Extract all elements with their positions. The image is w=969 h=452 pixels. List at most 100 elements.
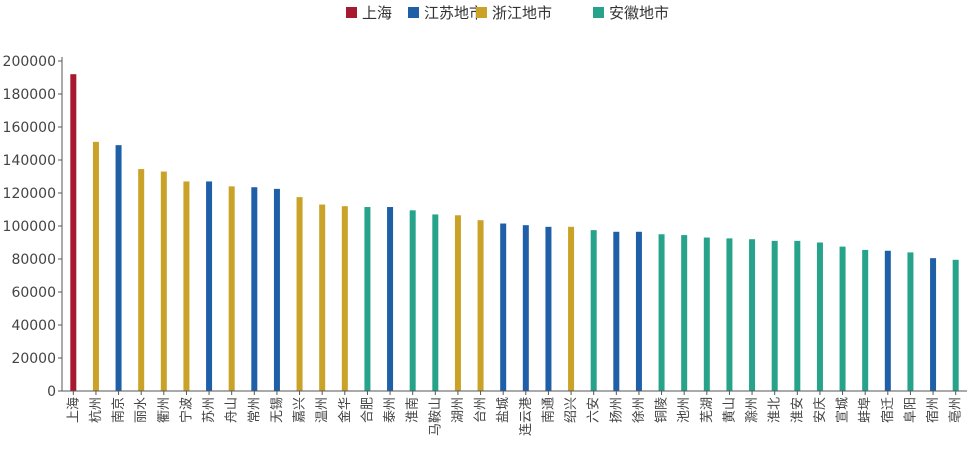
x-tick-label: 宁波 (178, 397, 194, 423)
bar[interactable] (206, 181, 213, 391)
legend-label: 浙江地市 (492, 4, 552, 22)
x-tick-label: 宣城 (835, 397, 851, 423)
bar[interactable] (341, 206, 348, 391)
x-tick-label: 阜阳 (902, 397, 918, 423)
y-axis: 0 20000 40000 60000 80000 100000 120000 140000 1… (3, 54, 63, 400)
x-tick-label: 宿迁 (880, 397, 896, 423)
bar[interactable] (952, 259, 959, 391)
x-tick-label: 舟山 (225, 397, 240, 423)
x-tick-label: 杭州 (89, 397, 104, 423)
x-tick-label: 马鞍山 (427, 397, 443, 436)
legend-item[interactable]: 浙江地市 (476, 4, 552, 22)
x-tick-label: 衢州 (157, 397, 172, 423)
bar[interactable] (228, 186, 235, 391)
bar[interactable] (749, 239, 756, 391)
bar[interactable] (477, 220, 484, 391)
bar[interactable] (545, 226, 552, 391)
x-tick-label: 盐城 (496, 397, 511, 423)
bar[interactable] (930, 258, 937, 391)
x-tick-label: 徐州 (632, 397, 647, 423)
bar[interactable] (454, 215, 461, 391)
y-tick-label: 20000 (11, 351, 56, 367)
bar[interactable] (409, 210, 416, 391)
bar[interactable] (635, 231, 642, 391)
x-tick-label: 扬州 (609, 397, 624, 423)
y-tick-label: 120000 (3, 186, 56, 202)
bar[interactable] (568, 226, 575, 391)
bars (70, 74, 959, 392)
bar[interactable] (613, 231, 620, 391)
bar[interactable] (862, 249, 869, 391)
x-tick-label: 安庆 (813, 397, 828, 423)
legend-swatch (593, 7, 604, 18)
legend-item[interactable]: 江苏地市 (408, 4, 484, 22)
x-tick-label: 亳州 (948, 397, 964, 423)
x-tick-label: 淮安 (790, 397, 805, 423)
x-tick-label: 嘉兴 (293, 397, 308, 423)
x-tick-label: 铜陵 (655, 397, 670, 423)
bar[interactable] (273, 188, 280, 391)
bar[interactable] (839, 246, 846, 391)
x-tick-label: 蚌埠 (858, 397, 873, 423)
x-tick-label: 南通 (540, 397, 556, 423)
bar[interactable] (794, 240, 801, 391)
bar[interactable] (658, 234, 665, 391)
bar[interactable] (319, 204, 326, 391)
y-tick-label: 160000 (3, 120, 56, 136)
x-tick-label: 温州 (315, 397, 330, 423)
x-tick-label: 淮南 (405, 397, 421, 423)
bar[interactable] (681, 235, 688, 391)
x-tick-label: 湖州 (451, 397, 466, 423)
bar[interactable] (500, 223, 507, 391)
y-tick-label: 180000 (3, 87, 56, 103)
x-tick-label: 南京 (111, 397, 127, 423)
bar[interactable] (364, 207, 371, 391)
x-tick-label: 绍兴 (564, 397, 579, 423)
x-tick-label: 金华 (337, 397, 353, 423)
legend-item[interactable]: 安徽地市 (593, 4, 669, 22)
bar[interactable] (160, 171, 167, 391)
legend: 上海 江苏地市 浙江地市 安徽地市 (346, 4, 669, 22)
x-tick-label: 丽水 (134, 397, 149, 423)
bar[interactable] (703, 237, 710, 391)
bar[interactable] (726, 238, 733, 391)
x-tick-label: 无锡 (270, 397, 285, 423)
bar[interactable] (251, 187, 258, 391)
x-tick-label: 连云港 (518, 397, 534, 436)
bar[interactable] (432, 214, 439, 391)
y-tick-label: 200000 (3, 54, 56, 70)
bar[interactable] (296, 197, 303, 391)
x-tick-label: 合肥 (360, 397, 375, 423)
x-tick-label: 上海 (66, 397, 81, 423)
bar[interactable] (884, 250, 891, 391)
x-tick-label: 黄山 (722, 397, 737, 423)
x-tick-label: 泰州 (383, 397, 398, 423)
x-tick-label: 滁州 (744, 397, 760, 423)
bar[interactable] (115, 145, 122, 391)
legend-swatch (346, 7, 357, 18)
y-tick-label: 100000 (3, 219, 56, 235)
legend-label: 安徽地市 (609, 4, 669, 22)
bar[interactable] (92, 141, 99, 391)
x-tick-label: 苏州 (201, 397, 217, 423)
x-tick-label: 池州 (677, 397, 692, 423)
legend-swatch (476, 7, 487, 18)
y-tick-label: 140000 (3, 153, 56, 169)
bar[interactable] (138, 169, 145, 391)
x-tick-label: 淮北 (768, 397, 783, 423)
legend-item[interactable]: 上海 (346, 4, 392, 22)
bar[interactable] (590, 230, 597, 391)
y-tick-label: 80000 (11, 252, 56, 268)
bar[interactable] (183, 181, 190, 391)
bar[interactable] (387, 207, 394, 391)
bar[interactable] (907, 252, 914, 391)
bar[interactable] (522, 225, 529, 391)
x-tick-label: 台州 (474, 397, 489, 423)
legend-label: 江苏地市 (424, 4, 484, 22)
bar[interactable] (816, 242, 823, 392)
x-tick-label: 六安 (587, 397, 602, 423)
bar[interactable] (70, 74, 77, 391)
bar[interactable] (771, 240, 778, 391)
